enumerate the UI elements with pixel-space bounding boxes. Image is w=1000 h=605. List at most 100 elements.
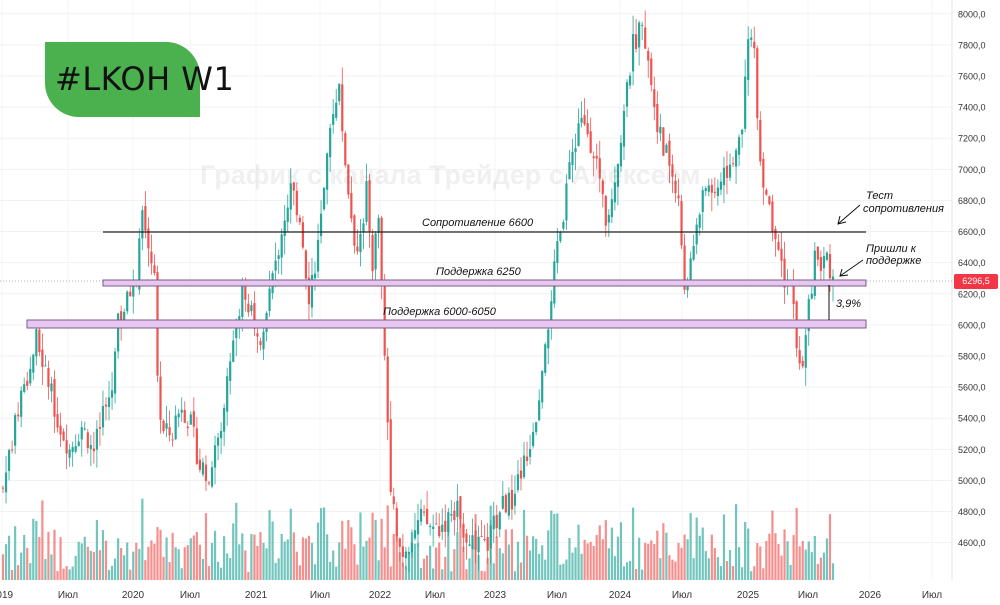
candle-body — [513, 493, 517, 506]
candle-body — [150, 251, 153, 264]
volume-bar — [429, 545, 432, 580]
candle-body — [450, 514, 453, 516]
candle-body — [180, 409, 183, 413]
candle-body — [1, 487, 5, 489]
candle-body — [610, 199, 613, 218]
volume-bar — [141, 498, 144, 580]
candle-body — [613, 182, 616, 203]
candle-body — [680, 200, 683, 246]
candle-body — [95, 428, 99, 450]
volume-bar — [495, 536, 498, 580]
candle-body — [353, 215, 356, 246]
volume-bar — [338, 542, 341, 580]
candle-body — [559, 232, 562, 242]
candle-body — [41, 349, 44, 367]
volume-bar — [801, 541, 804, 580]
volume-bar — [401, 562, 404, 580]
volume-bar — [374, 519, 377, 580]
candle-body — [465, 533, 468, 543]
volume-bar — [362, 546, 365, 580]
volume-bar — [750, 571, 753, 580]
candle-body — [547, 329, 550, 349]
candle-body — [47, 368, 50, 387]
volume-bar — [207, 566, 211, 580]
time-tick-label: Июл — [310, 590, 330, 601]
candle-body — [389, 419, 392, 493]
candle-body — [392, 496, 395, 505]
candle-body — [532, 431, 535, 447]
volume-bar — [123, 555, 126, 580]
volume-bar — [274, 562, 277, 580]
candle-body — [204, 464, 208, 482]
candle-body — [725, 165, 729, 178]
volume-bar — [395, 525, 398, 580]
volume-bar — [538, 553, 541, 580]
candle-body — [650, 58, 653, 86]
candle-body — [80, 427, 83, 440]
volume-bar — [592, 545, 595, 580]
candle-body — [813, 250, 816, 296]
price-tick-label: 6800,0 — [958, 196, 986, 206]
volume-bar — [298, 565, 301, 580]
candle-body — [162, 420, 165, 432]
support-band-6000-6050 — [26, 319, 867, 329]
candle-body — [665, 144, 668, 153]
candle-body — [535, 422, 538, 433]
volume-bar — [783, 529, 786, 580]
candle-body — [592, 156, 595, 159]
candle-body — [395, 508, 398, 537]
volume-bar — [213, 530, 217, 580]
volume-bar — [659, 558, 662, 580]
candle-body — [289, 183, 292, 210]
candle-body — [695, 224, 698, 245]
candle-body — [474, 530, 477, 550]
candle-body — [737, 137, 741, 155]
candle-body — [747, 39, 750, 81]
volume-bar — [129, 569, 132, 580]
candle-body — [153, 265, 156, 274]
candle-body — [186, 426, 189, 429]
candle-body — [380, 217, 383, 285]
volume-bar — [32, 518, 35, 580]
candle-body — [741, 129, 744, 135]
candle-body — [329, 127, 332, 158]
candle-body — [177, 413, 180, 418]
volume-bar — [771, 510, 774, 580]
candle-body — [77, 441, 80, 447]
volume-bar — [744, 521, 747, 580]
time-tick-label: 2025 — [737, 590, 760, 601]
volume-bar — [101, 530, 105, 580]
candle-body — [68, 449, 71, 458]
volume-bar — [450, 571, 453, 580]
volume-bar — [756, 543, 759, 580]
annotation-support-line1: Пришли к — [866, 243, 917, 255]
volume-bar — [444, 556, 447, 580]
volume-bar — [586, 543, 589, 580]
volume-bar — [565, 559, 568, 580]
volume-bar — [144, 560, 147, 580]
candle-body — [577, 123, 580, 147]
volume-bar — [107, 569, 111, 580]
volume-bar — [183, 547, 186, 580]
volume-bar — [695, 517, 698, 580]
volume-bar — [774, 533, 777, 580]
price-axis-labels: 8000,0 7800,0 7600,0 7400,0 7200,0 7000,0 6800… — [958, 9, 986, 548]
candle-body — [89, 445, 92, 450]
candle-body — [132, 279, 135, 297]
candle-body — [438, 526, 441, 537]
candle-body — [259, 341, 262, 345]
candle-body — [719, 181, 723, 190]
candle-body — [819, 257, 822, 271]
volume-bar — [816, 563, 819, 580]
candle-body — [310, 274, 314, 308]
candle-body — [656, 103, 659, 133]
volume-bar — [432, 568, 435, 580]
volume-bar — [728, 550, 732, 580]
volume-bar — [747, 528, 750, 580]
volume-bar — [232, 523, 235, 580]
volume-bar — [92, 552, 95, 580]
candle-body — [371, 234, 374, 272]
candle-body — [429, 526, 432, 528]
volume-bar — [322, 507, 326, 580]
volume-bar — [486, 557, 489, 580]
